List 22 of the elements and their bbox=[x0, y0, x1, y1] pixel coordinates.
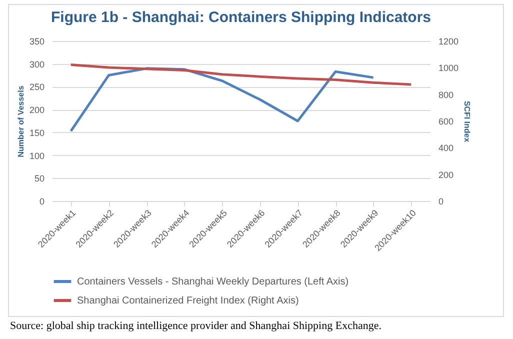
y2-axis-title: SCFI Index bbox=[462, 100, 472, 143]
y-tick-label: 150 bbox=[29, 128, 44, 138]
y2-tick-label: 400 bbox=[438, 143, 454, 154]
y-tick-label: 350 bbox=[29, 36, 44, 46]
y2-tick-label: 1000 bbox=[438, 63, 459, 74]
y2-tick-label: 0 bbox=[438, 196, 444, 206]
y2-tick-label: 200 bbox=[438, 170, 454, 180]
chart-title: Figure 1b - Shanghai: Containers Shipping Indicators bbox=[50, 9, 432, 26]
y2-tick-label: 800 bbox=[438, 90, 454, 100]
line-series bbox=[70, 63, 412, 86]
y-tick-label: 100 bbox=[29, 150, 44, 161]
y-tick-label: 200 bbox=[29, 105, 44, 116]
y-tick-label: 250 bbox=[29, 82, 44, 92]
y-tick-label: 0 bbox=[39, 196, 44, 206]
legend-label: Containers Vessels - Shanghai Weekly Departures (Left Axis) bbox=[77, 276, 349, 288]
y-tick-label: 300 bbox=[29, 59, 44, 70]
y-tick-label: 50 bbox=[34, 174, 44, 184]
source-note: Source: global ship tracking intelligence provider and Shanghai Shipping Exchange. bbox=[10, 320, 382, 332]
y2-tick-label: 1200 bbox=[438, 36, 459, 46]
y2-tick-label: 600 bbox=[438, 116, 454, 126]
y-axis-title: Number of Vessels bbox=[16, 85, 26, 158]
legend-label: Shanghai Containerized Freight Index (Right Axis) bbox=[77, 296, 299, 306]
